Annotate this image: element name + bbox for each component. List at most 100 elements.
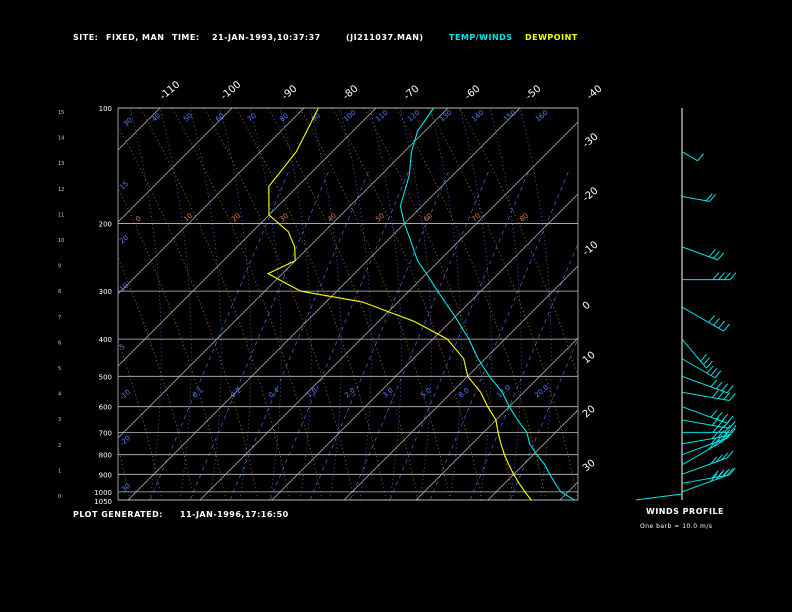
- dry-adiabat-line: [267, 108, 419, 500]
- wind-barb-flag: [713, 250, 720, 259]
- wind-barb-flag: [723, 433, 730, 442]
- theta-label: 20: [230, 212, 242, 224]
- mixing-ratio-line: [349, 167, 491, 500]
- isotherm-line: [632, 108, 792, 500]
- left-blue-label: 10: [118, 282, 130, 294]
- height-tick-label: 7: [58, 315, 61, 321]
- wind-barb-flag: [721, 452, 729, 461]
- wind-barb-flag: [697, 153, 704, 162]
- wind-barb-flag: [717, 430, 725, 438]
- wind-barb-flag: [711, 390, 719, 398]
- moist-adiabat-line: [369, 108, 402, 500]
- wind-barb: [681, 474, 730, 484]
- right-temp-label: 20: [581, 404, 598, 421]
- wind-barb-flag: [721, 470, 729, 478]
- wind-barb-flag: [723, 323, 730, 332]
- wind-barb-flag: [729, 272, 737, 280]
- profile-layer: [266, 107, 575, 501]
- dry-adiabat-line: [203, 108, 355, 500]
- theta-label: 10: [182, 212, 194, 224]
- theta-label: 60: [422, 212, 434, 224]
- isotherm-line: [118, 108, 233, 223]
- height-tick-label: 0: [58, 494, 61, 500]
- theta-label: 70: [470, 212, 482, 224]
- adiabat-label: 40: [150, 112, 162, 124]
- wind-barb-flag: [718, 425, 725, 433]
- pressure-tick-label: 100: [99, 105, 112, 113]
- temperature-profile-line: [399, 107, 575, 501]
- clipped-grid: [0, 108, 792, 500]
- wind-barb-flag: [723, 429, 730, 437]
- wind-barb-flag: [710, 368, 718, 376]
- mixing-ratio-label: 20.0: [533, 383, 550, 399]
- wind-barb-flag: [723, 420, 730, 428]
- wind-barb-flag: [715, 454, 723, 463]
- top-temp-label: -40: [585, 83, 605, 102]
- mixing-ratio-line: [269, 167, 411, 500]
- wind-barb-flag: [728, 467, 736, 476]
- dewpoint-profile-line: [266, 107, 532, 501]
- dry-adiabat-line: [363, 108, 515, 500]
- height-tick-label: 5: [58, 366, 61, 372]
- left-blue-label: 5: [118, 343, 127, 352]
- wind-barb-flag: [726, 468, 734, 476]
- pressure-tick-label: 600: [99, 404, 112, 412]
- adiabat-label: 110: [374, 109, 389, 124]
- isotherm-line: [343, 265, 578, 500]
- wind-barb-flag: [710, 456, 718, 465]
- pressure-tick-label: 500: [99, 373, 112, 381]
- moist-adiabat-line: [129, 108, 162, 500]
- height-tick-label: 9: [58, 264, 61, 270]
- dry-adiabat-line: [171, 108, 323, 500]
- label-layer: 1002003004005006007008009001000105001234…: [58, 79, 604, 506]
- height-tick-label: 4: [58, 392, 61, 398]
- top-temp-label: -70: [402, 83, 422, 102]
- moist-adiabat-line: [279, 108, 312, 500]
- adiabat-label: 130: [438, 109, 453, 124]
- adiabat-label: 90: [310, 112, 322, 124]
- wind-barb-flag: [714, 370, 722, 379]
- dry-adiabat-line: [299, 108, 451, 500]
- top-temp-label: -90: [280, 83, 300, 102]
- pressure-tick-label: 400: [99, 336, 112, 344]
- isotherm-line: [0, 108, 88, 500]
- wind-barb-flag: [708, 315, 715, 323]
- adiabat-label: 60: [214, 112, 226, 124]
- plot-generated-value: 11-JAN-1996,17:16:50: [180, 510, 289, 519]
- moist-adiabat-line: [219, 108, 252, 500]
- wind-barb-flag: [729, 425, 737, 433]
- top-temp-label: -100: [219, 79, 243, 102]
- grid-layer: [0, 107, 792, 501]
- wind-barb: [681, 419, 730, 429]
- wind-barb: [681, 306, 724, 332]
- wind-barb-flag: [718, 320, 725, 329]
- right-temp-label: 10: [581, 350, 598, 367]
- wind-barb: [681, 406, 728, 424]
- isotherm-line: [415, 337, 578, 500]
- wind-barb-flag: [726, 430, 734, 439]
- wind-barb-flag: [708, 442, 715, 450]
- mixing-ratio-label: 2.0: [343, 386, 357, 399]
- wind-barb-flag: [723, 272, 731, 280]
- wind-barb-flag: [711, 470, 719, 479]
- adiabat-label: 80: [278, 112, 290, 124]
- wind-barb: [681, 457, 728, 475]
- isotherm-line: [118, 108, 377, 367]
- wind-barb-flag: [705, 193, 713, 202]
- mixing-ratio-label: 0.4: [267, 386, 281, 400]
- height-tick-label: 8: [58, 289, 61, 295]
- wind-barb-flag: [710, 409, 718, 418]
- dry-adiabat-line: [459, 108, 578, 379]
- legend-dewpoint: DEWPOINT: [525, 33, 578, 42]
- pressure-tick-label: 900: [99, 471, 112, 479]
- left-blue-label: 15: [118, 180, 130, 192]
- isotherm-line: [487, 409, 578, 500]
- wind-barb-flag: [726, 450, 734, 459]
- wind-barb-flag: [706, 360, 713, 369]
- wind-barb-flag: [718, 436, 725, 444]
- mixing-ratio-line: [429, 167, 571, 500]
- isotherm-line: [118, 108, 449, 439]
- theta-label: 40: [326, 212, 338, 224]
- plot-frame: [117, 107, 579, 501]
- top-temp-label: -110: [158, 79, 182, 102]
